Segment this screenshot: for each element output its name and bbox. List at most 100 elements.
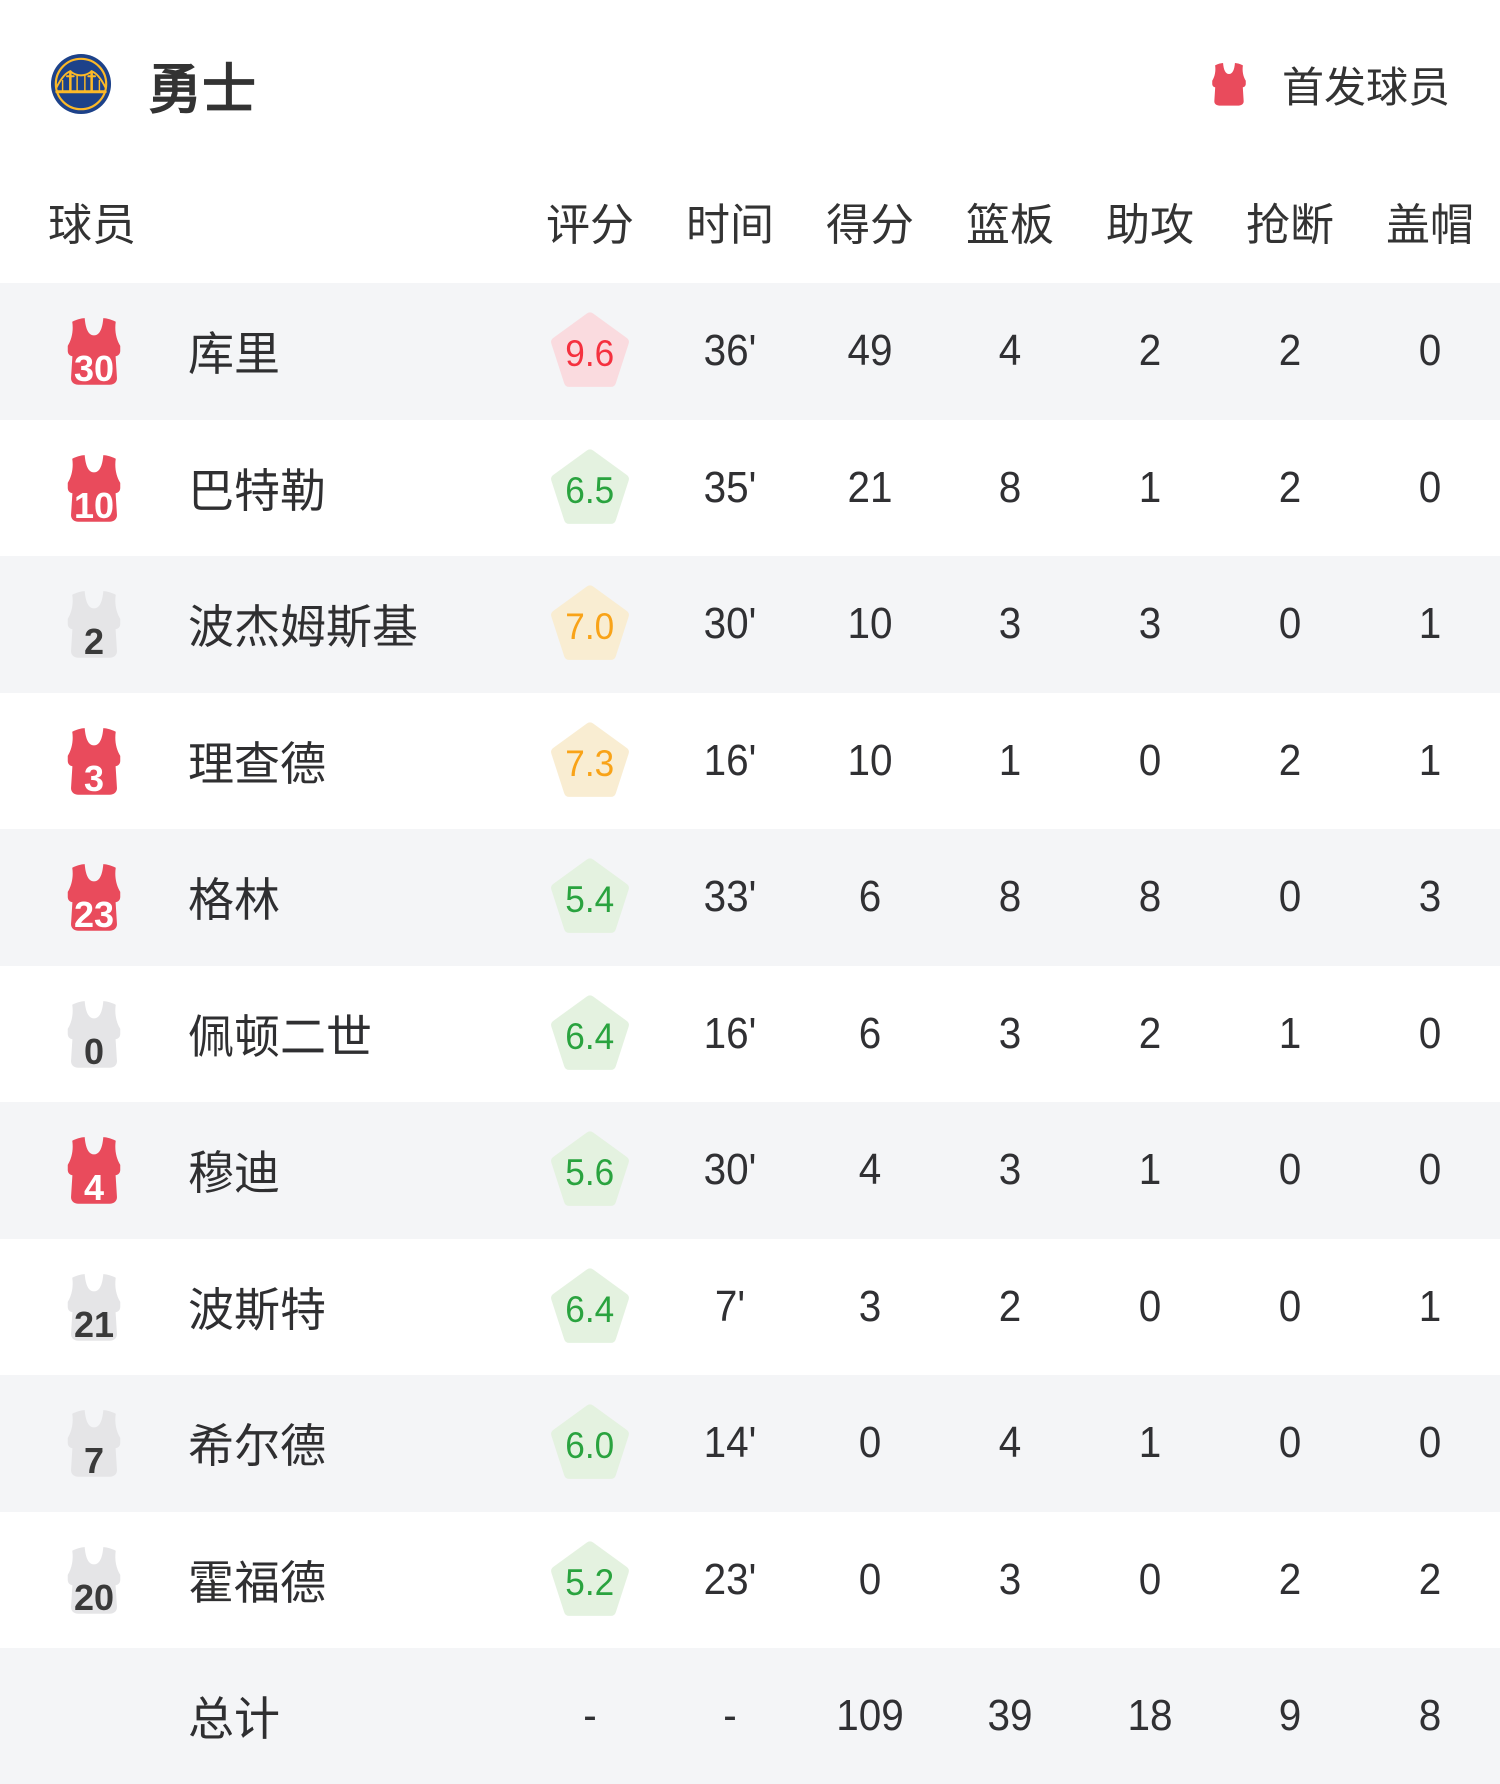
rating-value: 6.5	[565, 469, 615, 511]
stat-points: 10	[847, 735, 893, 785]
stat-points: 10	[847, 599, 893, 649]
player-name: 库里	[188, 328, 280, 381]
column-header-points: 得分	[826, 200, 914, 250]
jersey-icon: 3	[58, 725, 130, 797]
player-cell: 30 库里	[0, 315, 520, 387]
rating-value: 9.6	[565, 333, 615, 375]
rating-cell: 6.4	[520, 1267, 660, 1347]
jersey-icon: 10	[58, 452, 130, 524]
rating-badge: 6.4	[549, 994, 631, 1074]
stat-assists: 0	[1138, 1554, 1162, 1604]
jersey-icon: 4	[58, 1134, 130, 1206]
stat-time: 33'	[703, 872, 757, 922]
player-row[interactable]: 20 霍福德 5.2 23' 0 3 0 2 2	[0, 1512, 1500, 1649]
player-name: 理查德	[188, 737, 326, 790]
rating-badge: 9.6	[549, 311, 631, 391]
player-row[interactable]: 23 格林 5.4 33' 6 8 8 0 3	[0, 829, 1500, 966]
column-header-rebounds: 篮板	[966, 200, 1054, 250]
rating-cell: 6.5	[520, 448, 660, 528]
stat-assists: 2	[1138, 1008, 1162, 1058]
player-cell: 2 波杰姆斯基	[0, 588, 520, 660]
total-time: -	[723, 1691, 737, 1740]
stat-blocks: 1	[1418, 599, 1442, 649]
stat-rebounds: 4	[998, 1418, 1022, 1468]
jersey-icon: 2	[58, 588, 130, 660]
player-row[interactable]: 7 希尔德 6.0 14' 0 4 1 0 0	[0, 1375, 1500, 1512]
rating-cell: 7.3	[520, 721, 660, 801]
rating-value: 6.4	[565, 1288, 615, 1330]
stat-assists: 8	[1138, 872, 1162, 922]
rating-badge: 6.0	[549, 1403, 631, 1483]
svg-text:23: 23	[74, 894, 114, 933]
stat-rebounds: 1	[998, 735, 1022, 785]
player-name: 佩顿二世	[188, 1010, 372, 1063]
stat-assists: 0	[1138, 1281, 1162, 1331]
rating-badge: 5.6	[549, 1130, 631, 1210]
column-header-rating: 评分	[546, 200, 634, 250]
rating-cell: 6.4	[520, 994, 660, 1074]
total-row: 总计 - - 109 39 18 9 8	[0, 1648, 1500, 1784]
rating-cell: 9.6	[520, 311, 660, 391]
stat-points: 0	[858, 1418, 882, 1468]
rating-cell: 5.2	[520, 1540, 660, 1620]
player-name: 巴特勒	[188, 464, 326, 517]
total-blocks: 8	[1418, 1691, 1442, 1740]
stat-assists: 2	[1138, 326, 1162, 376]
svg-text:4: 4	[84, 1167, 104, 1206]
player-name: 霍福德	[188, 1556, 326, 1609]
stat-points: 4	[858, 1145, 882, 1195]
starter-jersey-icon	[1212, 63, 1246, 106]
stat-rebounds: 2	[998, 1281, 1022, 1331]
starter-legend: 首发球员	[1206, 54, 1450, 115]
svg-text:3: 3	[84, 758, 104, 797]
stat-blocks: 1	[1418, 1281, 1442, 1331]
stat-points: 21	[847, 462, 893, 512]
player-row[interactable]: 4 穆迪 5.6 30' 4 3 1 0 0	[0, 1102, 1500, 1239]
column-header-time: 时间	[686, 200, 774, 250]
stat-blocks: 0	[1418, 1418, 1442, 1468]
player-row[interactable]: 10 巴特勒 6.5 35' 21 8 1 2 0	[0, 420, 1500, 557]
jersey-icon: 23	[58, 861, 130, 933]
total-steals: 9	[1278, 1691, 1302, 1740]
player-row[interactable]: 30 库里 9.6 36' 49 4 2 2 0	[0, 283, 1500, 420]
player-row[interactable]: 0 佩顿二世 6.4 16' 6 3 2 1 0	[0, 966, 1500, 1103]
stat-time: 23'	[703, 1554, 757, 1604]
stat-blocks: 0	[1418, 462, 1442, 512]
total-rating: -	[583, 1691, 597, 1740]
rating-cell: 5.4	[520, 857, 660, 937]
stat-points: 0	[858, 1554, 882, 1604]
svg-text:7: 7	[84, 1440, 104, 1479]
column-header-player: 球员	[48, 200, 136, 250]
rating-badge: 7.3	[549, 721, 631, 801]
stat-time: 16'	[703, 1008, 757, 1058]
stat-time: 14'	[703, 1418, 757, 1468]
stat-assists: 1	[1138, 1418, 1162, 1468]
player-cell: 0 佩顿二世	[0, 998, 520, 1070]
stat-blocks: 0	[1418, 1145, 1442, 1195]
rating-cell: 7.0	[520, 584, 660, 664]
stat-blocks: 2	[1418, 1554, 1442, 1604]
player-row[interactable]: 3 理查德 7.3 16' 10 1 0 2 1	[0, 693, 1500, 830]
team-header: 勇士 首发球员	[0, 0, 1500, 158]
stat-assists: 1	[1138, 462, 1162, 512]
stat-steals: 2	[1278, 1554, 1302, 1604]
stat-rebounds: 8	[998, 872, 1022, 922]
stat-points: 6	[858, 1008, 882, 1058]
rating-value: 7.0	[565, 606, 615, 648]
stat-rebounds: 3	[998, 1008, 1022, 1058]
jersey-icon: 20	[58, 1544, 130, 1616]
team-name: 勇士	[148, 59, 256, 120]
starter-legend-label: 首发球员	[1281, 63, 1450, 111]
stat-blocks: 3	[1418, 872, 1442, 922]
rating-value: 7.3	[565, 742, 615, 784]
player-name: 波斯特	[188, 1283, 326, 1336]
player-row[interactable]: 2 波杰姆斯基 7.0 30' 10 3 3 0 1	[0, 556, 1500, 693]
stat-time: 30'	[703, 599, 757, 649]
stat-blocks: 1	[1418, 735, 1442, 785]
rating-value: 6.0	[565, 1425, 615, 1467]
stat-rebounds: 3	[998, 1145, 1022, 1195]
stat-points: 6	[858, 872, 882, 922]
rating-value: 6.4	[565, 1015, 615, 1057]
player-row[interactable]: 21 波斯特 6.4 7' 3 2 0 0 1	[0, 1239, 1500, 1376]
player-name: 穆迪	[188, 1147, 280, 1200]
